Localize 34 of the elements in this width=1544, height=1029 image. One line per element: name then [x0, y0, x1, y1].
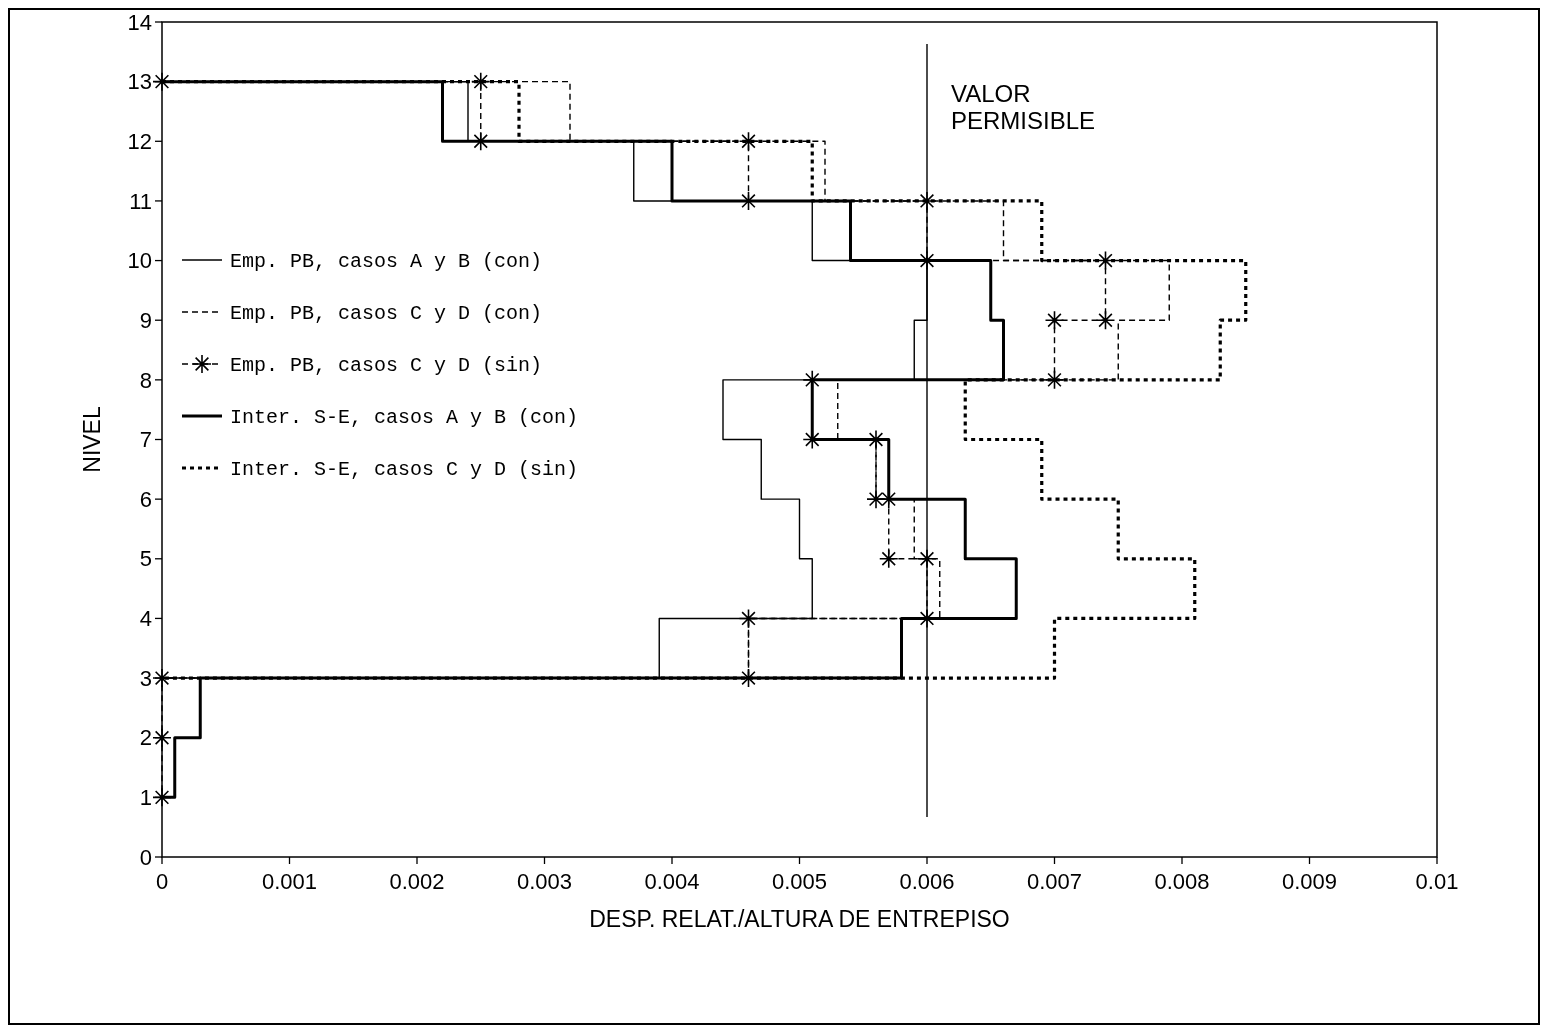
- legend-label: Inter. S-E, casos A y B (con): [230, 406, 579, 429]
- legend-label: Emp. PB, casos C y D (con): [230, 302, 543, 325]
- x-tick-label: 0.006: [899, 869, 955, 894]
- x-tick-label: 0.007: [1026, 869, 1083, 894]
- x-tick-label: 0.003: [516, 869, 573, 894]
- y-tick-label: 11: [129, 188, 152, 214]
- x-tick-label: 0.01: [1415, 869, 1459, 894]
- legend-label: Emp. PB, casos A y B (con): [230, 250, 543, 273]
- y-tick-label: 5: [139, 546, 152, 572]
- y-tick-label: 3: [139, 665, 152, 691]
- x-tick-label: 0.001: [261, 869, 318, 894]
- legend-label: Emp. PB, casos C y D (sin): [230, 354, 543, 377]
- x-tick-label: 0.008: [1154, 869, 1210, 894]
- y-tick-label: 10: [127, 248, 152, 274]
- y-tick-label: 6: [139, 486, 152, 512]
- x-tick-label: 0.009: [1281, 869, 1338, 894]
- y-tick-label: 4: [139, 606, 152, 632]
- x-tick-label: 0: [155, 869, 169, 894]
- y-tick-label: 13: [127, 69, 152, 95]
- y-axis-title: NIVEL: [79, 406, 105, 473]
- y-tick-label: 12: [127, 128, 152, 154]
- y-tick-label: 1: [139, 785, 152, 811]
- y-tick-label: 7: [139, 427, 152, 453]
- y-tick-label: 8: [139, 367, 152, 393]
- ref-line-label: VALOR PERMISIBLE: [951, 80, 1096, 134]
- y-tick-label: 14: [127, 9, 152, 35]
- y-tick-label: 2: [139, 725, 152, 751]
- y-tick-label: 9: [139, 307, 152, 333]
- x-tick-label: 0.005: [771, 869, 828, 894]
- x-tick-label: 0.002: [389, 869, 445, 894]
- y-tick-label: 0: [139, 844, 152, 870]
- x-tick-label: 0.004: [644, 869, 700, 894]
- legend-label: Inter. S-E, casos C y D (sin): [230, 458, 579, 481]
- x-axis-title: DESP. RELAT./ALTURA DE ENTREPISO: [589, 906, 1010, 932]
